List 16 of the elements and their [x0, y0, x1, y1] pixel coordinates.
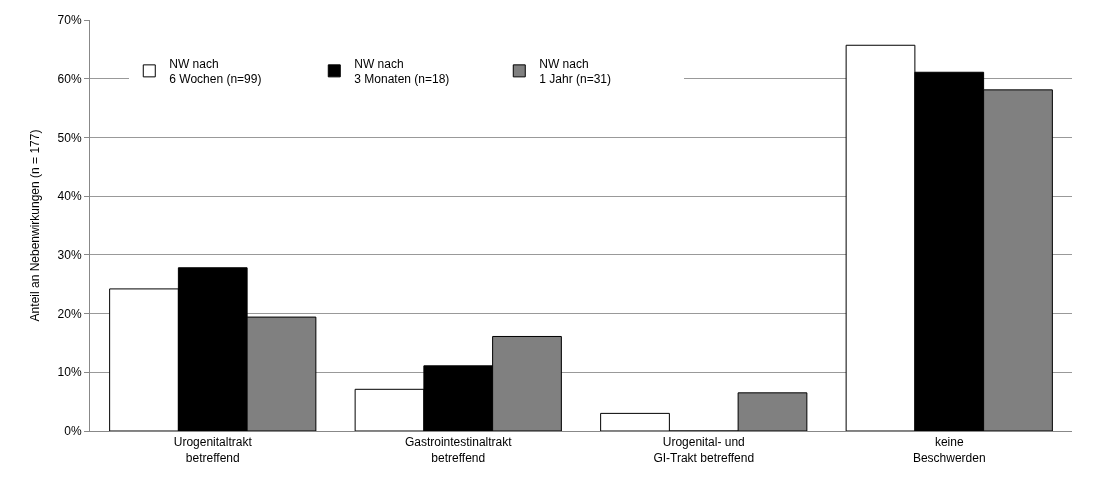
legend-label: NW nach 6 Wochen (n=99) [169, 56, 262, 87]
x-tick-label: keine Beschwerden [912, 435, 986, 465]
legend-label: NW nach 1 Jahr (n=31) [539, 56, 611, 87]
y-axis-title: Anteil an Nebenwirkungen (n = 177) [27, 129, 42, 322]
x-tick-label: Urogenital- und GI-Trakt betreffend [653, 435, 755, 465]
legend-label: NW nach 3 Monaten (n=18) [354, 56, 450, 87]
y-tick-label: 10% [57, 365, 82, 380]
x-tick-label: Urogenitaltrakt betreffend [173, 435, 253, 465]
y-tick-label: 60% [57, 71, 82, 86]
y-tick-label: 40% [57, 189, 82, 204]
y-tick-label: 30% [57, 248, 82, 263]
x-tick-label: Gastrointestinaltrakt betreffend [404, 435, 513, 465]
y-tick-label: 20% [57, 306, 82, 321]
y-tick-label: 0% [64, 424, 82, 439]
y-tick-label: 50% [57, 130, 82, 145]
y-tick-label: 70% [57, 13, 82, 28]
